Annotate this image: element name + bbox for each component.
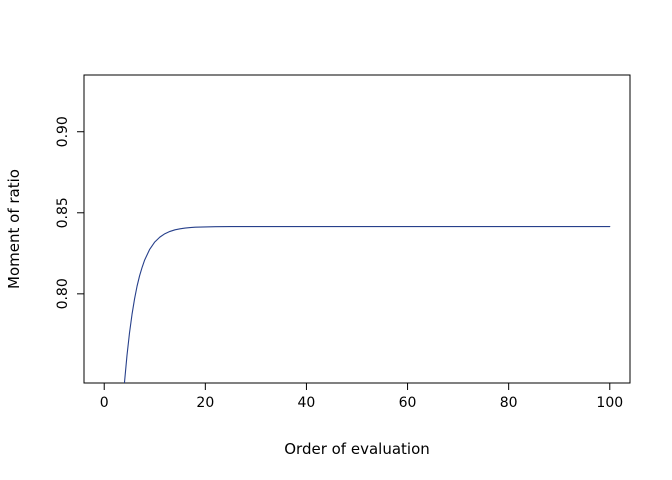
y-tick-label: 0.85 <box>55 197 71 228</box>
plot-box <box>83 74 631 384</box>
series-line-moment-of-ratio-curve <box>123 226 611 383</box>
y-tick-label: 0.90 <box>55 116 71 147</box>
x-axis-label: Order of evaluation <box>284 440 430 458</box>
x-tick-label: 20 <box>196 395 214 411</box>
y-axis-label: Moment of ratio <box>5 169 23 289</box>
x-tick-label: 60 <box>399 395 417 411</box>
x-tick-label: 0 <box>100 395 109 411</box>
x-tick-label: 80 <box>500 395 518 411</box>
x-tick-label: 100 <box>596 395 623 411</box>
y-tick-label: 0.80 <box>55 278 71 309</box>
x-tick-label: 40 <box>298 395 316 411</box>
